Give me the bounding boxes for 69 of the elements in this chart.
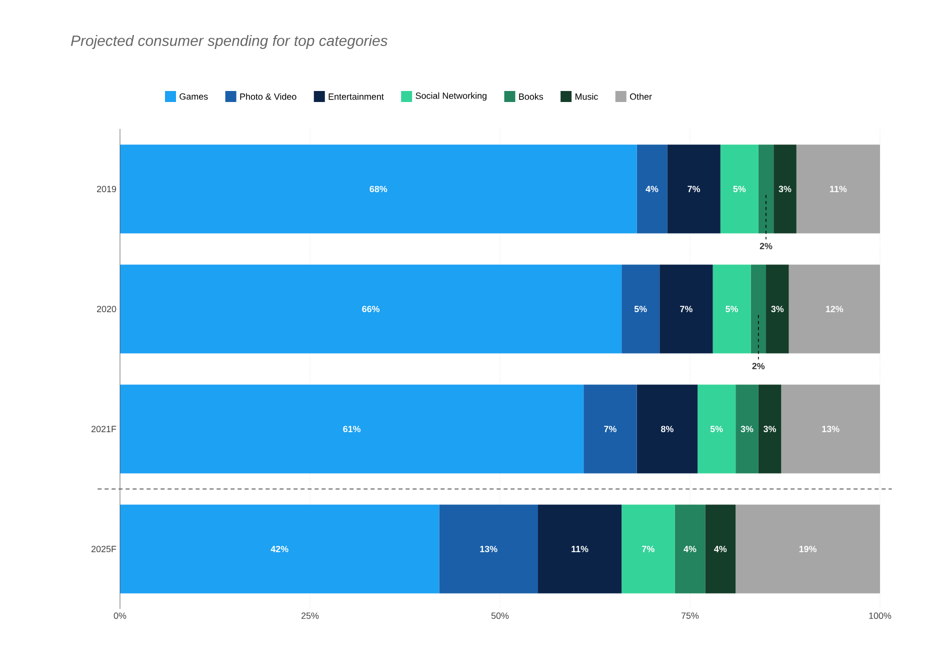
x-tick-label: 100%: [869, 612, 892, 619]
legend-label: Games: [180, 93, 208, 100]
legend-label: Music: [576, 93, 598, 100]
data-label: 3%: [771, 306, 784, 312]
legend-label: Entertainment: [328, 93, 384, 100]
x-tick-label: 0%: [114, 612, 126, 619]
data-label: 5%: [726, 306, 738, 312]
data-label: 61%: [343, 426, 361, 432]
data-label: 5%: [710, 426, 723, 432]
chart-title: Projected consumer spending for top categories: [70, 35, 388, 49]
bar: [120, 144, 637, 234]
y-tick-label: 2021F: [92, 426, 116, 432]
legend-label: Social Networking: [416, 92, 486, 101]
data-label: 4%: [684, 546, 696, 552]
y-tick-label: 2025F: [92, 546, 116, 552]
data-label: 4%: [646, 186, 658, 192]
bar: [774, 144, 796, 234]
data-label: 2%: [760, 242, 772, 250]
data-label: 68%: [370, 186, 388, 192]
bar: [584, 384, 637, 474]
data-label: 3%: [740, 426, 754, 432]
data-label: 4%: [714, 546, 727, 552]
x-tick-label: 75%: [681, 612, 699, 619]
bar: [698, 384, 736, 474]
bar: [636, 384, 698, 474]
data-label: 13%: [480, 546, 498, 552]
data-label: 13%: [822, 426, 840, 432]
data-label: 7%: [642, 546, 654, 552]
bar: [766, 264, 789, 354]
bar: [712, 264, 751, 354]
data-label: 19%: [799, 546, 817, 552]
bar: [758, 384, 782, 474]
data-label: 3%: [778, 186, 792, 192]
bar: [120, 264, 622, 354]
bar: [720, 144, 758, 234]
bar: [636, 144, 668, 234]
bar: [622, 264, 660, 354]
data-label: 66%: [362, 306, 380, 312]
data-label: 11%: [572, 546, 588, 552]
bar: [538, 504, 622, 594]
legend-label: Books: [519, 93, 544, 100]
x-tick-label: 25%: [301, 612, 319, 619]
data-label: 7%: [604, 426, 616, 432]
bar: [674, 504, 706, 594]
legend-label: Photo & Video: [240, 93, 296, 100]
bar: [667, 144, 720, 234]
x-tick-label: 50%: [491, 612, 509, 619]
data-label: 8%: [661, 426, 674, 432]
data-label: 5%: [634, 306, 647, 312]
data-label: 7%: [688, 186, 700, 192]
bar: [660, 264, 713, 354]
data-label: 12%: [826, 306, 844, 312]
data-label: 5%: [733, 186, 746, 192]
data-label: 2%: [752, 362, 765, 370]
bar: [120, 384, 584, 474]
bar: [758, 144, 774, 234]
bar: [439, 504, 538, 594]
data-label: 11%: [830, 186, 847, 192]
data-label: 7%: [680, 306, 692, 312]
data-label: 42%: [270, 546, 288, 552]
y-tick-label: 2020: [96, 306, 116, 312]
legend-label: Other: [630, 93, 652, 100]
data-label: 3%: [764, 426, 776, 432]
bar: [120, 504, 440, 594]
bar: [622, 504, 675, 594]
bar: [736, 384, 758, 474]
y-tick-label: 2019: [96, 186, 116, 192]
bar: [705, 504, 736, 594]
bar: [750, 264, 766, 354]
